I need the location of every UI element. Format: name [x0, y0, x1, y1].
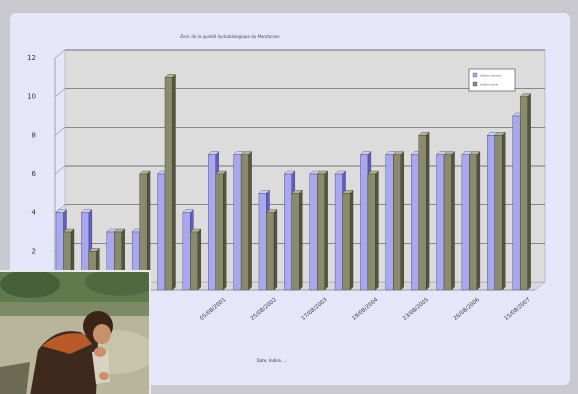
y-tick-label: 12: [27, 54, 36, 62]
y-tick-label: 2: [32, 247, 36, 255]
gridline-diag: [54, 127, 66, 136]
bar-aval: [418, 131, 430, 291]
bar-aval: [139, 170, 151, 291]
legend-label-aval: Station aval: [480, 83, 498, 87]
bar-aval: [266, 209, 278, 291]
bar-aval: [189, 228, 202, 291]
bar-aval: [215, 170, 227, 291]
bar-aval: [342, 189, 354, 291]
y-tick-label: 8: [32, 131, 36, 139]
legend-box: [468, 68, 516, 92]
bar-aval: [316, 170, 329, 291]
video-thumbnail-person-icon: [0, 272, 149, 394]
legend: Station amont Station aval: [468, 68, 516, 92]
bar-aval: [494, 131, 506, 291]
bars: [55, 73, 531, 291]
video-overlay[interactable]: [0, 270, 151, 394]
gridline-diag: [54, 204, 66, 213]
bar-aval: [519, 93, 531, 291]
bar-aval: [392, 151, 405, 291]
y-axis: 2 4 6 8 10 12: [27, 54, 56, 290]
chart-title: Évol. de la qualité hydrobiologique du M…: [180, 34, 280, 39]
bar-aval: [240, 151, 252, 291]
y-tick-label: 4: [32, 209, 37, 217]
bar-aval: [469, 151, 481, 291]
legend-swatch-aval: [472, 81, 478, 87]
bar-aval: [443, 151, 455, 291]
bar-aval: [291, 189, 303, 291]
legend-swatch-amont: [472, 72, 478, 78]
gridline-diag: [54, 88, 66, 97]
gridline-diag: [54, 165, 66, 175]
bar-aval: [164, 73, 176, 291]
gridline-diag: [54, 49, 66, 59]
y-tick-label: 10: [27, 93, 36, 101]
x-axis-label: Date, Indice, ...: [257, 358, 288, 363]
bar-aval: [367, 170, 379, 291]
y-tick-label: 6: [32, 170, 37, 178]
legend-label-amont: Station amont: [480, 74, 502, 78]
